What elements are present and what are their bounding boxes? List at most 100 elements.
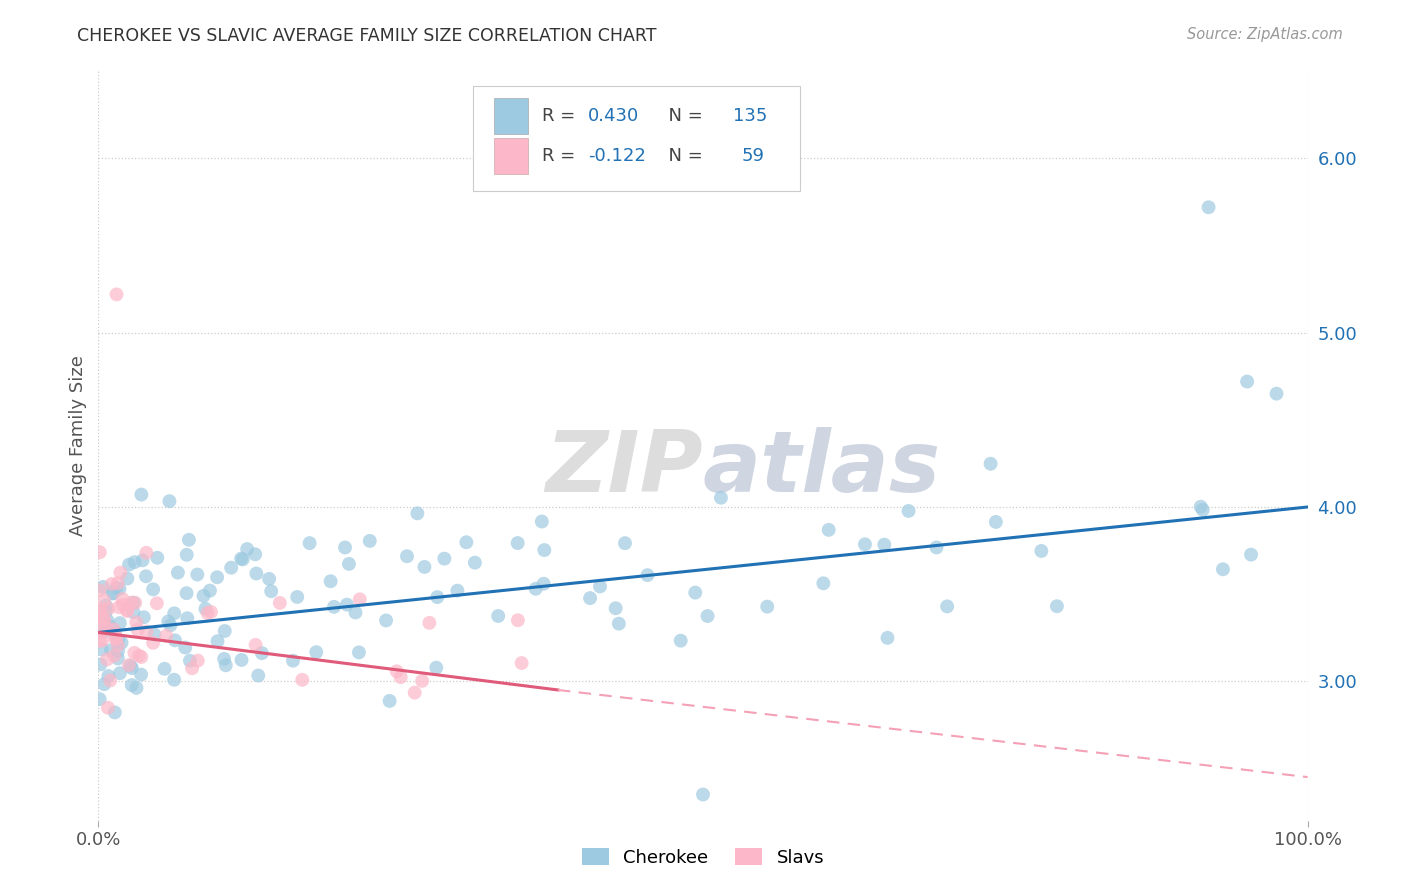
Point	[176, 611, 198, 625]
Text: -0.122: -0.122	[588, 147, 645, 165]
Point	[101, 586, 124, 600]
Point	[212, 652, 235, 666]
Point	[103, 623, 125, 637]
Point	[200, 605, 222, 619]
Point	[817, 523, 839, 537]
Text: 135: 135	[734, 107, 768, 125]
Point	[229, 551, 252, 566]
Point	[291, 673, 314, 687]
Point	[214, 624, 236, 638]
Point	[197, 606, 219, 620]
Point	[115, 603, 138, 617]
Point	[236, 542, 259, 557]
Point	[163, 673, 186, 687]
Point	[93, 612, 115, 626]
Point	[90, 603, 112, 617]
Point	[118, 658, 141, 673]
Point	[426, 590, 449, 604]
Point	[167, 566, 190, 580]
Point	[121, 678, 143, 692]
Point	[813, 576, 835, 591]
Point	[337, 557, 360, 571]
Point	[205, 570, 228, 584]
Text: N =: N =	[657, 147, 709, 165]
Y-axis label: Average Family Size: Average Family Size	[69, 356, 87, 536]
Point	[260, 584, 283, 599]
Text: 0.430: 0.430	[588, 107, 640, 125]
Point	[925, 541, 948, 555]
Point	[413, 560, 436, 574]
Point	[97, 601, 120, 615]
Point	[89, 657, 111, 672]
Point	[89, 545, 111, 559]
Point	[120, 596, 142, 610]
Text: Source: ZipAtlas.com: Source: ZipAtlas.com	[1187, 27, 1343, 42]
Point	[530, 515, 553, 529]
Point	[107, 651, 129, 665]
Point	[117, 572, 139, 586]
FancyBboxPatch shape	[474, 87, 800, 191]
Point	[135, 546, 157, 560]
Point	[93, 593, 115, 607]
Point	[876, 631, 898, 645]
Point	[105, 287, 128, 301]
Point	[181, 661, 204, 675]
Point	[101, 586, 124, 600]
Point	[91, 580, 114, 594]
Point	[510, 656, 533, 670]
Point	[853, 537, 876, 551]
Point	[93, 677, 115, 691]
Point	[395, 549, 418, 564]
Point	[243, 547, 266, 561]
FancyBboxPatch shape	[494, 98, 527, 135]
Point	[186, 567, 208, 582]
Point	[692, 788, 714, 802]
Point	[685, 585, 707, 599]
Point	[607, 616, 630, 631]
Point	[135, 569, 157, 583]
Point	[135, 624, 157, 639]
Point	[936, 599, 959, 614]
Point	[669, 633, 692, 648]
Point	[111, 598, 134, 612]
Point	[107, 576, 129, 591]
Point	[146, 596, 169, 610]
Point	[104, 632, 127, 646]
Point	[506, 536, 529, 550]
Point	[94, 604, 117, 618]
Point	[90, 642, 112, 657]
Point	[132, 610, 155, 624]
Point	[108, 600, 131, 615]
Point	[125, 615, 148, 630]
FancyBboxPatch shape	[494, 138, 527, 174]
Point	[124, 555, 146, 569]
Point	[89, 605, 111, 619]
Point	[96, 614, 118, 628]
Point	[120, 658, 142, 673]
Point	[404, 686, 426, 700]
Point	[349, 592, 371, 607]
Point	[1212, 562, 1234, 576]
Point	[146, 550, 169, 565]
Point	[122, 596, 145, 610]
Point	[157, 615, 180, 629]
Point	[108, 666, 131, 681]
Point	[108, 616, 131, 631]
Point	[104, 627, 127, 641]
Point	[614, 536, 637, 550]
Point	[129, 667, 152, 681]
Point	[269, 596, 291, 610]
Point	[257, 572, 280, 586]
Text: ZIP: ZIP	[546, 427, 703, 510]
Text: R =: R =	[543, 107, 581, 125]
Point	[107, 644, 129, 658]
Point	[298, 536, 321, 550]
Point	[1191, 503, 1213, 517]
Point	[231, 653, 253, 667]
Point	[406, 506, 429, 520]
Point	[418, 615, 440, 630]
Point	[524, 582, 547, 596]
Point	[446, 583, 468, 598]
Point	[142, 636, 165, 650]
Point	[336, 598, 359, 612]
